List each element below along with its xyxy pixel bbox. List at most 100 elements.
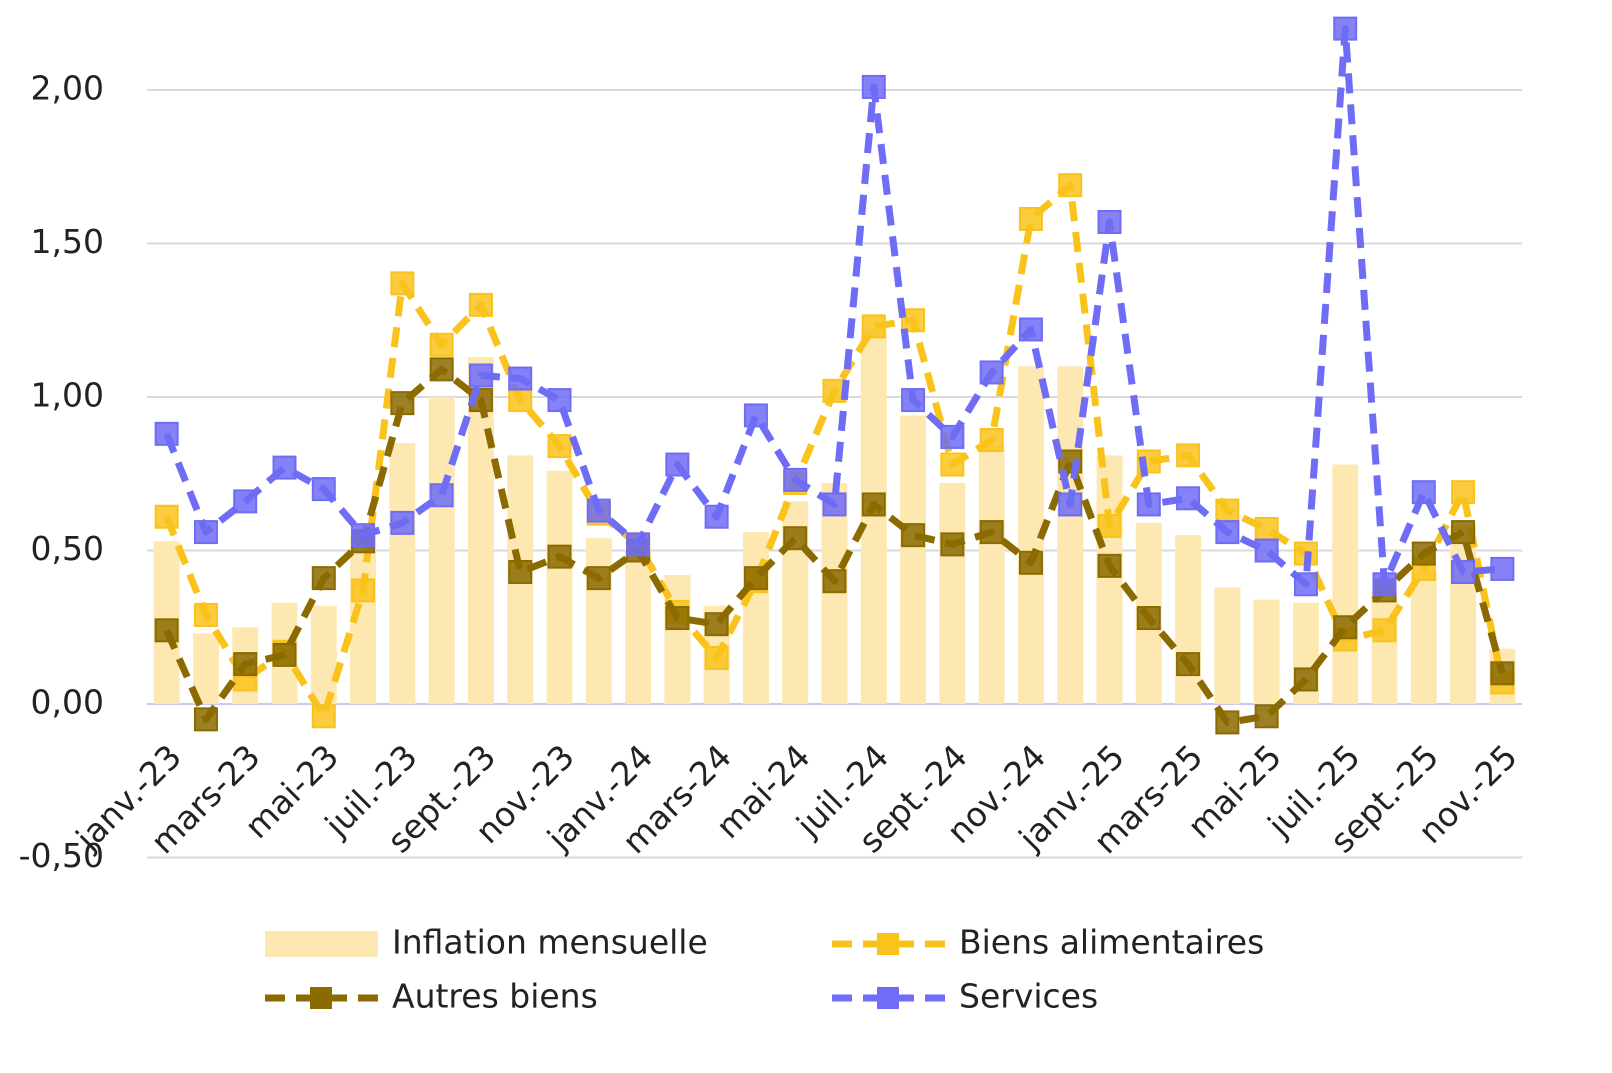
marker [1215, 520, 1240, 545]
marker [468, 292, 493, 317]
marker [311, 704, 336, 729]
bar [978, 446, 1005, 704]
bar [939, 482, 966, 704]
marker [508, 366, 533, 391]
marker [351, 578, 376, 603]
marker [1176, 486, 1201, 511]
marker [665, 606, 690, 631]
marker [429, 357, 454, 382]
bar [900, 415, 927, 704]
marker [193, 707, 218, 732]
marker [233, 652, 258, 677]
marker [351, 523, 376, 548]
marker [1411, 541, 1436, 566]
marker [743, 403, 768, 428]
bar [1253, 599, 1280, 704]
y-tick-label: 1,50 [31, 222, 104, 261]
marker [193, 520, 218, 545]
marker [508, 388, 533, 413]
marker [665, 452, 690, 477]
marker [1451, 480, 1476, 505]
marker [626, 532, 651, 557]
marker [861, 314, 886, 339]
marker [1136, 606, 1161, 631]
bar [1175, 535, 1202, 704]
marker [390, 510, 415, 535]
bar [1214, 587, 1241, 704]
bar [310, 605, 337, 704]
marker [901, 523, 926, 548]
marker [822, 569, 847, 594]
marker [429, 332, 454, 357]
marker [1097, 553, 1122, 578]
marker [1254, 704, 1279, 729]
bar [821, 482, 848, 704]
marker [1451, 520, 1476, 545]
marker [233, 489, 258, 514]
marker [1490, 556, 1515, 581]
marker [979, 520, 1004, 545]
bar [625, 550, 652, 704]
marker [1254, 517, 1279, 542]
y-tick-label: 0,50 [31, 529, 104, 568]
marker [272, 642, 297, 667]
marker [743, 566, 768, 591]
marker [1176, 652, 1201, 677]
marker [822, 492, 847, 517]
marker [1490, 661, 1515, 686]
marker [1372, 618, 1397, 643]
marker [586, 498, 611, 523]
marker [979, 427, 1004, 452]
marker [547, 544, 572, 569]
marker [1176, 443, 1201, 468]
marker [940, 532, 965, 557]
bar [1096, 455, 1123, 704]
marker [704, 645, 729, 670]
marker [1058, 173, 1083, 198]
marker [154, 504, 179, 529]
marker [193, 602, 218, 627]
legend-label: Autres biens [392, 977, 598, 1016]
marker [1333, 16, 1358, 41]
marker [1097, 513, 1122, 538]
marker [468, 363, 493, 388]
bar [428, 397, 455, 704]
marker [390, 271, 415, 296]
bar [585, 538, 612, 704]
marker [1058, 492, 1083, 517]
marker [547, 434, 572, 459]
marker [429, 483, 454, 508]
y-tick-label: 2,00 [31, 69, 104, 108]
marker [1411, 480, 1436, 505]
bar [1332, 464, 1359, 704]
marker [154, 421, 179, 446]
marker [1372, 572, 1397, 597]
bar [742, 532, 769, 704]
marker [861, 492, 886, 517]
legend-label: Biens alimentaires [959, 923, 1264, 962]
marker [1018, 550, 1043, 575]
legend-marker [310, 987, 332, 1009]
marker [940, 452, 965, 477]
marker [1018, 317, 1043, 342]
marker [272, 455, 297, 480]
legend-marker [877, 933, 899, 955]
legend-label: Services [959, 977, 1098, 1016]
marker [390, 391, 415, 416]
marker [311, 477, 336, 502]
bar [546, 470, 573, 704]
marker [940, 424, 965, 449]
marker [704, 612, 729, 637]
marker [1136, 492, 1161, 517]
marker [311, 566, 336, 591]
marker [704, 504, 729, 529]
y-tick-label: 0,00 [31, 683, 104, 722]
y-tick-label: -0,50 [19, 836, 104, 875]
legend-swatch [265, 931, 378, 957]
marker [1097, 210, 1122, 235]
legend-label: Inflation mensuelle [392, 923, 708, 962]
marker [508, 559, 533, 584]
marker [901, 308, 926, 333]
bar [389, 443, 416, 704]
